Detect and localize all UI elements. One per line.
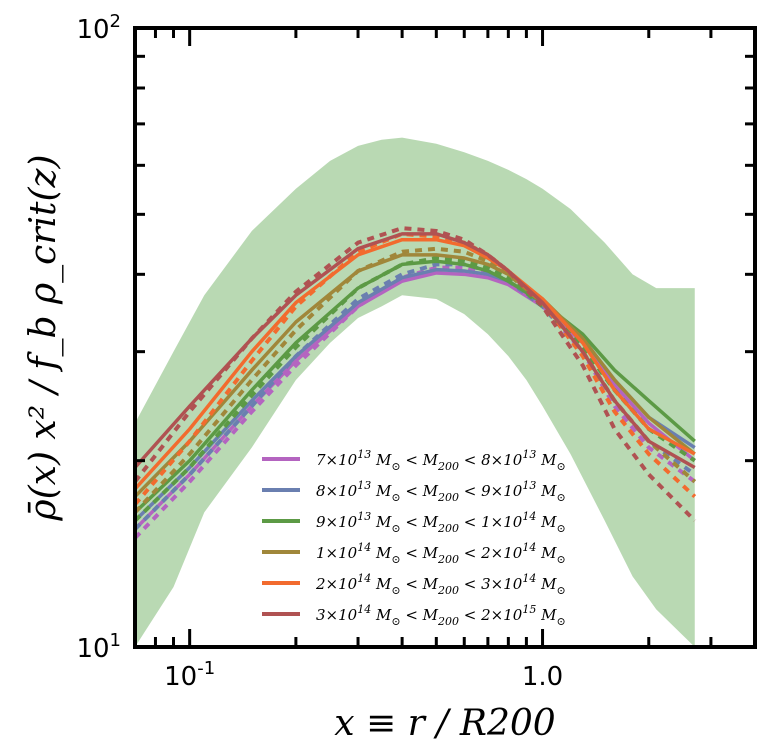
tick-label-layer: 10-1 1.0 101 102: [76, 11, 563, 692]
series-layer: [135, 226, 697, 540]
legend: 7×1013 M⊙ < M200 < 8×1013 M⊙ 8×1013 M⊙ < …: [262, 448, 566, 628]
y-tick-label: 101: [76, 630, 121, 664]
series-4-dashed-line: [135, 246, 697, 514]
legend-label-4: 1×1014 M⊙ < M200 < 2×1014 M⊙: [316, 541, 566, 566]
legend-label-6: 3×1014 M⊙ < M200 < 2×1015 M⊙: [316, 603, 566, 628]
series-3-solid-line: [135, 259, 696, 514]
legend-label-2: 8×1013 M⊙ < M200 < 9×1013 M⊙: [316, 479, 566, 504]
y-axis-title: ρ̄(x) x² / f_b ρ_crit(z): [23, 154, 64, 521]
shaded-band-layer: [135, 137, 695, 647]
tick-layer: [133, 28, 757, 647]
series-4-solid-line: [135, 253, 696, 498]
x-tick-label: 1.0: [522, 662, 563, 692]
x-axis-title: x ≡ r / R200: [334, 703, 555, 744]
x-tick-label: 10-1: [164, 658, 215, 692]
legend-label-3: 9×1013 M⊙ < M200 < 1×1014 M⊙: [316, 510, 566, 535]
series-3-dashed-line: [135, 256, 696, 523]
series-5-solid-line: [135, 237, 696, 491]
legend-label-5: 2×1014 M⊙ < M200 < 3×1014 M⊙: [315, 572, 566, 597]
y-tick-label: 102: [76, 11, 121, 45]
series-6-solid-line: [135, 232, 696, 469]
legend-label-1: 7×1013 M⊙ < M200 < 8×1013 M⊙: [316, 448, 566, 473]
plot-frame: [133, 26, 757, 649]
scatter-band: [135, 137, 695, 647]
series-1-solid-line: [135, 271, 696, 531]
